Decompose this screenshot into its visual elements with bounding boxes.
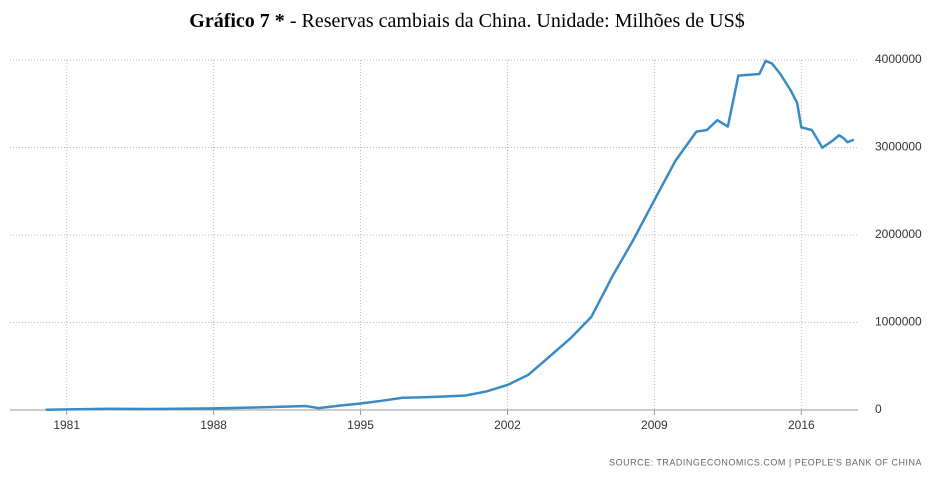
x-tick-label: 1995 xyxy=(347,418,374,432)
y-tick-label: 0 xyxy=(875,402,882,416)
x-tick-label: 1988 xyxy=(200,418,227,432)
y-tick-label: 2000000 xyxy=(875,227,922,241)
title-text: - Reservas cambiais da China. Unidade: M… xyxy=(285,10,745,32)
title-label: Gráfico 7 * xyxy=(189,10,285,32)
chart-title: Gráfico 7 * - Reservas cambiais da China… xyxy=(189,10,744,32)
x-tick-label: 2016 xyxy=(788,418,815,432)
data-line xyxy=(45,59,855,412)
y-tick-label: 3000000 xyxy=(875,140,922,154)
x-tick-label: 2002 xyxy=(494,418,521,432)
x-tick-label: 1981 xyxy=(53,418,80,432)
y-tick-label: 1000000 xyxy=(875,315,922,329)
source: SOURCE: TRADINGECONOMICS.COM | PEOPLE'S … xyxy=(609,457,922,467)
x-tick-label: 2009 xyxy=(641,418,668,432)
y-tick-label: 4000000 xyxy=(875,52,922,66)
